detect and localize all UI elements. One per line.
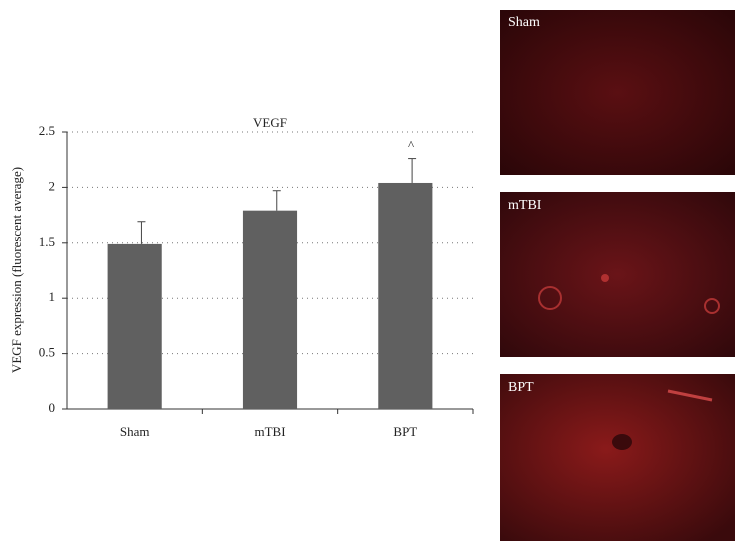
y-tick-label: 1 <box>49 289 56 304</box>
x-tick-label: BPT <box>393 424 417 439</box>
dark-spot <box>612 434 632 450</box>
vessel <box>667 389 713 402</box>
chart-title: VEGF <box>253 115 287 130</box>
annotation: ^ <box>408 138 414 153</box>
panel-images: Sham mTBI BPT <box>500 10 735 541</box>
bar <box>242 210 298 409</box>
y-tick-label: 2 <box>49 178 56 193</box>
micrograph <box>500 192 735 357</box>
micrograph <box>500 374 735 541</box>
panel-label: mTBI <box>508 198 542 213</box>
y-tick-label: 0 <box>49 400 56 415</box>
micrograph <box>500 10 735 175</box>
y-tick-label: 2.5 <box>39 123 55 138</box>
cell <box>704 298 720 314</box>
cell <box>538 286 562 310</box>
y-tick-label: 1.5 <box>39 234 55 249</box>
bar <box>107 243 162 409</box>
bar <box>378 182 433 409</box>
y-axis-label: VEGF expression (fluorescent average) <box>9 167 24 373</box>
x-tick-label: mTBI <box>254 424 285 439</box>
cell <box>601 274 609 282</box>
x-tick-label: Sham <box>120 424 150 439</box>
panel-label: BPT <box>508 380 534 395</box>
y-tick-label: 0.5 <box>39 345 55 360</box>
panel-label: Sham <box>508 15 540 30</box>
